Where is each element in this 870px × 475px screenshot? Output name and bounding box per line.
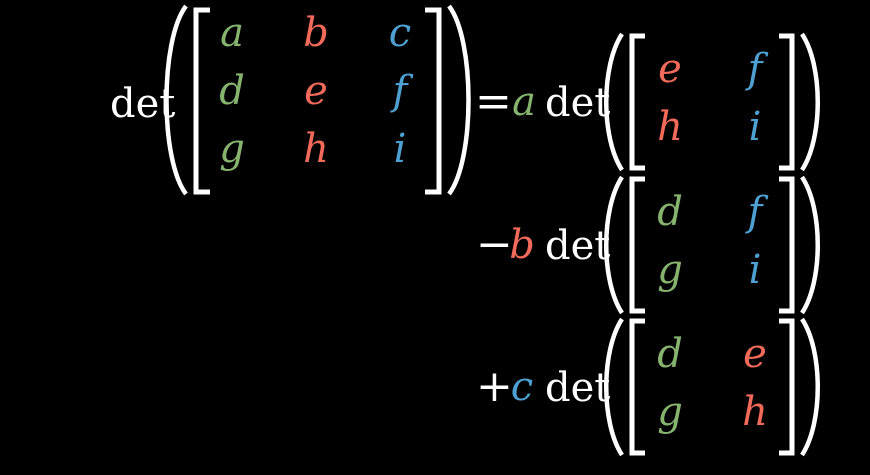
- term-coefficient: c: [511, 364, 533, 410]
- lhs-entry-h: h: [303, 126, 329, 172]
- equals-sign: =: [475, 76, 512, 127]
- term-left-bracket: [629, 33, 645, 171]
- lhs-matrix-entries: a b c d e f g h i: [219, 10, 413, 172]
- term-right-paren: [800, 175, 820, 315]
- term-coefficient: b: [509, 222, 535, 268]
- term-det-label: det: [545, 365, 610, 411]
- term-entry-d: d: [657, 189, 683, 235]
- term-entry-g: g: [657, 247, 683, 293]
- term-left-paren: [604, 317, 624, 457]
- term-entry-e: e: [743, 331, 767, 377]
- term-right-paren: [800, 317, 820, 457]
- lhs-entry-a: a: [220, 10, 244, 56]
- term-right-bracket: [779, 176, 795, 314]
- lhs-entry-c: c: [389, 10, 411, 56]
- term-det-label: det: [545, 223, 610, 269]
- term-1: a det e f h i: [512, 32, 820, 172]
- term-coefficient: a: [512, 79, 536, 125]
- lhs-determinant: det a b cd e fg h i: [110, 4, 471, 196]
- term-entry-h: h: [742, 389, 768, 435]
- term-sign: +: [476, 361, 513, 412]
- lhs-right-bracket: [425, 7, 442, 195]
- lhs-entry-b: b: [303, 10, 329, 56]
- term-left-bracket: [629, 318, 645, 456]
- lhs-entry-d: d: [219, 68, 245, 114]
- term-right-bracket: [779, 318, 795, 456]
- term-2: −b det d f g i: [476, 175, 820, 315]
- term-entry-f: f: [745, 46, 769, 92]
- lhs-right-paren: [447, 4, 471, 196]
- lhs-left-paren: [164, 4, 188, 196]
- lhs-entry-g: g: [219, 126, 245, 172]
- term-left-paren: [604, 175, 624, 315]
- term-right-paren: [800, 32, 820, 172]
- lhs-entry-e: e: [304, 68, 328, 114]
- term-det-label: det: [545, 80, 610, 126]
- term-entry-e: e: [658, 46, 682, 92]
- lhs-left-bracket: [193, 7, 210, 195]
- lhs-entry-f: f: [390, 68, 414, 114]
- term-entry-f: f: [745, 189, 769, 235]
- term-entry-i: i: [749, 247, 762, 293]
- term-entry-i: i: [749, 104, 762, 150]
- term-entry-g: g: [657, 389, 683, 435]
- term-entry-h: h: [657, 104, 683, 150]
- term-3: +c det d e g h: [476, 317, 820, 457]
- term-sign: −: [476, 219, 513, 270]
- term-right-bracket: [779, 33, 795, 171]
- term-left-bracket: [629, 176, 645, 314]
- term-left-paren: [604, 32, 624, 172]
- lhs-entry-i: i: [394, 126, 407, 172]
- term-entry-d: d: [657, 331, 683, 377]
